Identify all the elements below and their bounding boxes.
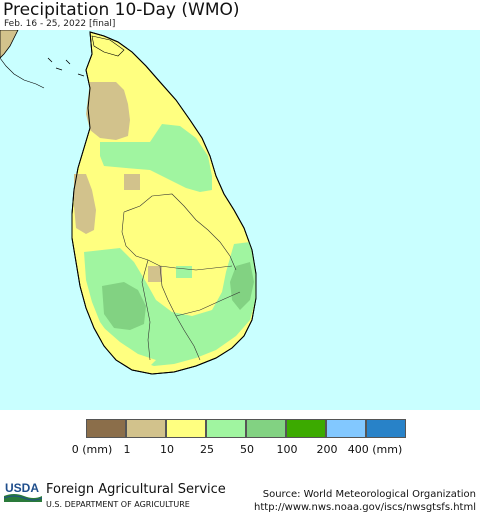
legend-label-0: 0 (mm) [71, 443, 113, 456]
legend-swatch-2 [166, 419, 206, 438]
legend-swatch-0 [86, 419, 126, 438]
legend-swatch-6 [326, 419, 366, 438]
footer: USDA Foreign Agricultural Service U.S. D… [0, 478, 480, 515]
province-boundaries [121, 193, 241, 361]
legend-label-2: 10 [160, 443, 174, 456]
usda-logo-icon: USDA [4, 481, 42, 502]
southwest-heavy-rain-zone [102, 282, 146, 330]
northwest-dry-zone [86, 82, 130, 140]
north-central-wet-zone [100, 124, 212, 192]
department-name: U.S. DEPARTMENT OF AGRICULTURE [46, 500, 190, 509]
precipitation-legend [86, 419, 406, 440]
source-url: http://www.nws.noaa.gov/iscs/nwsgtsfs.ht… [254, 502, 476, 513]
legend-label-4: 50 [240, 443, 254, 456]
legend-label-5: 100 [276, 443, 298, 456]
east-heavy-rain-zone [230, 262, 254, 310]
precipitation-map [0, 30, 480, 410]
mannar-islets [47, 57, 85, 77]
southwest-wet-zone [84, 242, 256, 366]
center-dry-spot [148, 266, 162, 282]
sri-lanka-map-svg [0, 30, 257, 375]
source-text: Source: World Meteorological Organizatio… [262, 489, 476, 500]
legend-label-6: 200 [316, 443, 338, 456]
legend-label-7: 400 (mm) [347, 443, 403, 456]
agency-name: Foreign Agricultural Service [46, 482, 226, 497]
india-coast-detail [0, 57, 45, 89]
india-landmass [0, 30, 19, 59]
legend-label-1: 1 [123, 443, 131, 456]
legend-swatch-7 [366, 419, 406, 438]
legend-swatch-5 [286, 419, 326, 438]
jaffna-zone [91, 35, 125, 57]
map-title: Precipitation 10-Day (WMO) [3, 0, 240, 20]
legend-label-3: 25 [200, 443, 214, 456]
west-coast-dry-zone [74, 174, 96, 234]
map-subtitle: Feb. 16 - 25, 2022 [final] [4, 19, 116, 29]
south-coast-zone [102, 328, 156, 370]
usda-logo-text: USDA [5, 481, 39, 495]
legend-swatch-1 [126, 419, 166, 438]
legend-swatch-4 [246, 419, 286, 438]
central-dry-patch [124, 174, 140, 190]
center-wet-spot [176, 266, 192, 278]
legend-swatch-3 [206, 419, 246, 438]
sri-lanka-outline [71, 31, 257, 375]
